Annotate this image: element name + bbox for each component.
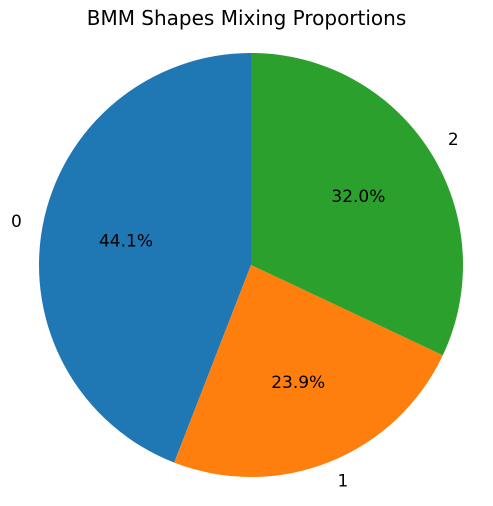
pie-slices (38, 53, 463, 477)
slice-category-label-2: 2 (448, 130, 459, 150)
slice-category-label-0: 0 (11, 212, 22, 232)
pie-labels: 44.1% 0 23.9% 1 32.0% 2 (11, 130, 459, 492)
chart-title: BMM Shapes Mixing Proportions (86, 6, 407, 30)
pie-slice-2 (251, 53, 463, 356)
pie-slice-0 (38, 53, 252, 463)
slice-value-label-2: 32.0% (331, 187, 385, 207)
pie-slice-1 (174, 265, 443, 477)
slice-value-label-0: 44.1% (99, 232, 153, 252)
slice-value-label-1: 23.9% (271, 373, 325, 393)
slice-category-label-1: 1 (338, 472, 349, 492)
